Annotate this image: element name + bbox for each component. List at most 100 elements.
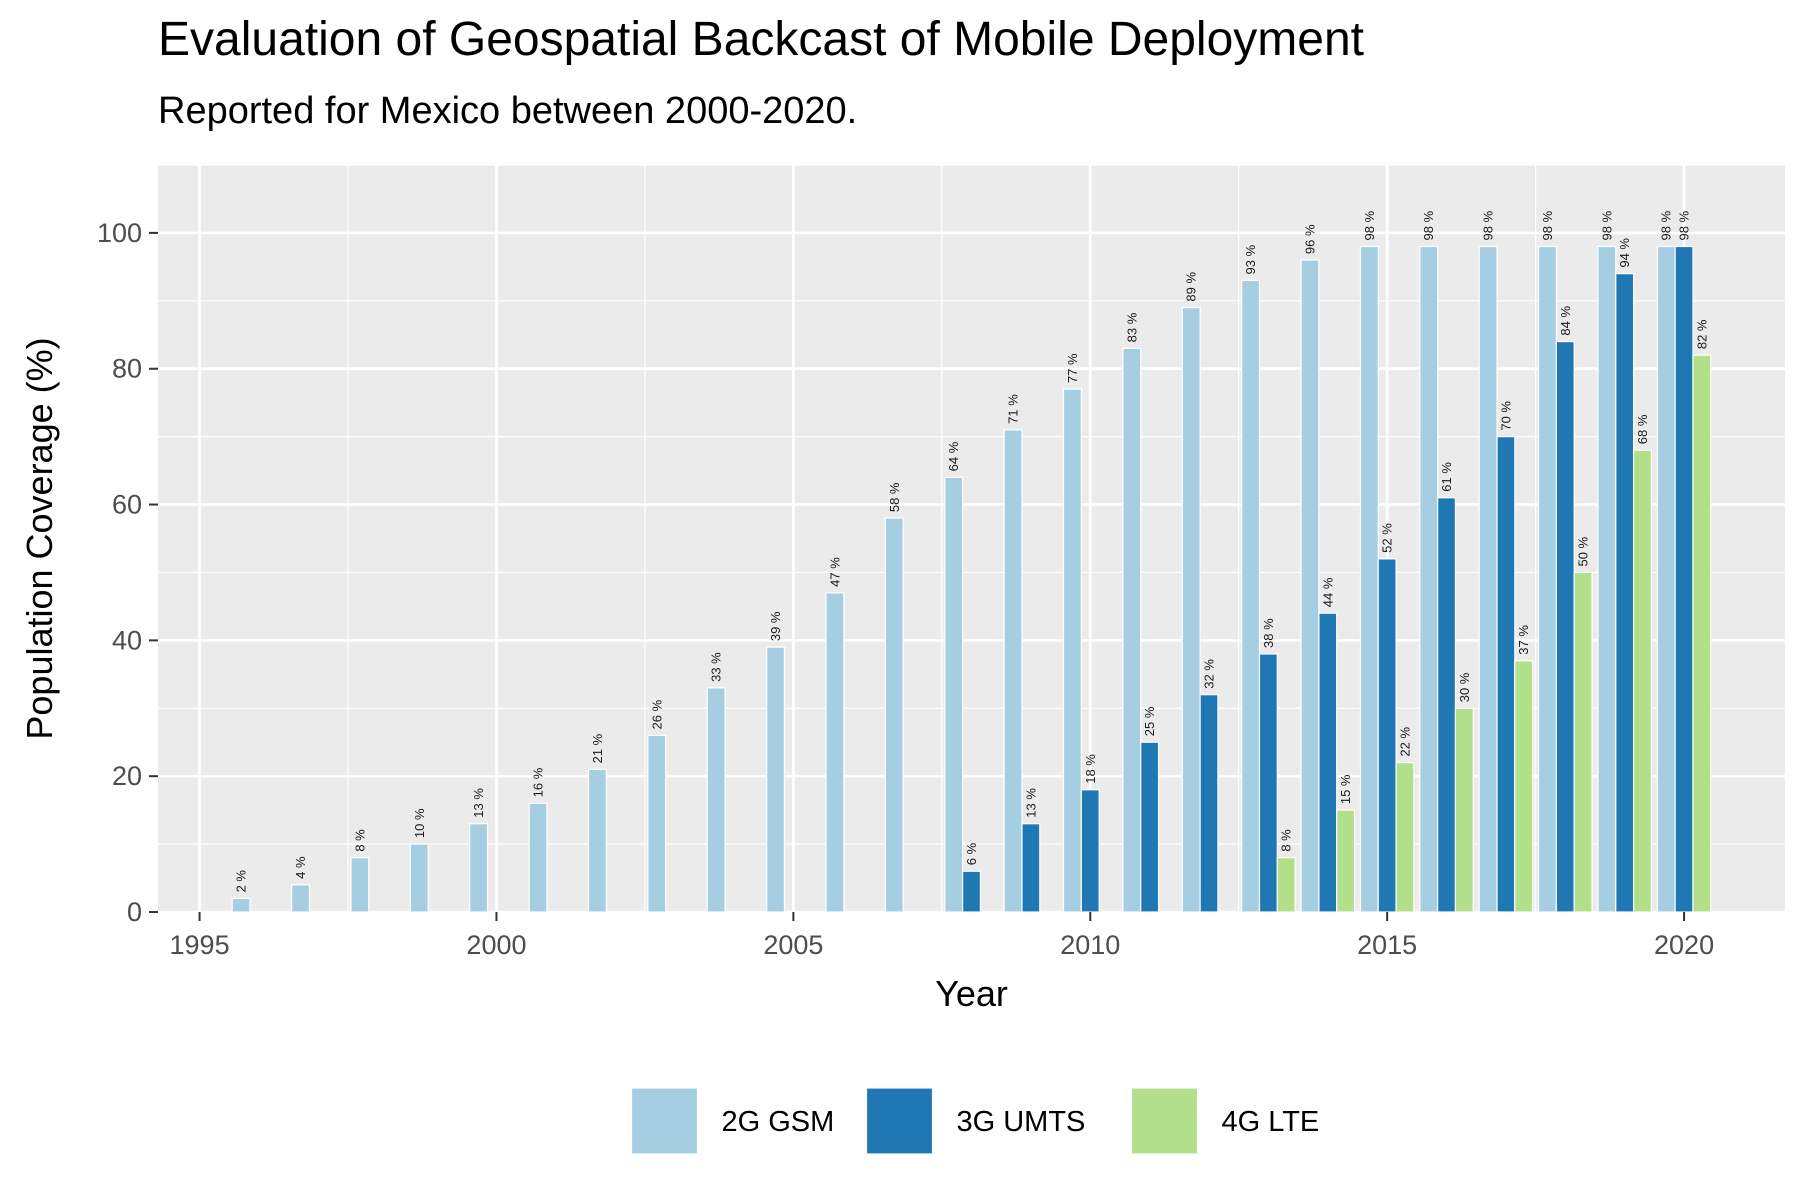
x-tick-label: 2010 xyxy=(1060,930,1120,960)
bar-label-3g-umts-2009: 13 % xyxy=(1023,788,1038,818)
bar-label-3g-umts-2020: 98 % xyxy=(1677,210,1692,240)
bar-2g-gsm-2012 xyxy=(1181,307,1201,913)
bar-2g-gsm-2002 xyxy=(587,768,607,913)
bar-label-3g-umts-2017: 70 % xyxy=(1498,401,1513,431)
y-tick-label: 20 xyxy=(112,761,142,791)
bar-2g-gsm-1996 xyxy=(231,897,251,913)
bar-label-2g-gsm-1999: 10 % xyxy=(412,808,427,838)
bar-label-2g-gsm-2007: 58 % xyxy=(887,482,902,512)
bar-3g-umts-2010 xyxy=(1080,789,1100,913)
bar-2g-gsm-2005 xyxy=(766,646,786,913)
bar-2g-gsm-2003 xyxy=(647,734,667,913)
y-axis-title: Population Coverage (%) xyxy=(19,337,60,739)
bar-label-2g-gsm-2011: 83 % xyxy=(1124,312,1139,342)
bar-2g-gsm-2019 xyxy=(1597,245,1617,913)
bar-label-3g-umts-2008: 6 % xyxy=(964,842,979,865)
bar-label-3g-umts-2013: 38 % xyxy=(1261,618,1276,648)
bar-label-2g-gsm-1996: 2 % xyxy=(234,870,249,893)
bar-label-4g-lte-2016: 30 % xyxy=(1457,672,1472,702)
bar-3g-umts-2018 xyxy=(1555,340,1575,913)
bar-label-2g-gsm-2002: 21 % xyxy=(590,733,605,763)
bar-3g-umts-2011 xyxy=(1140,741,1160,913)
legend-key-3g-umts xyxy=(865,1087,934,1155)
bar-2g-gsm-2020 xyxy=(1656,245,1676,913)
legend-key-2g-gsm xyxy=(630,1087,699,1155)
bar-label-2g-gsm-2004: 33 % xyxy=(709,652,724,682)
bar-2g-gsm-2010 xyxy=(1062,388,1082,913)
y-tick-label: 80 xyxy=(112,354,142,384)
bar-label-3g-umts-2012: 32 % xyxy=(1202,659,1217,689)
bar-label-2g-gsm-2013: 93 % xyxy=(1243,244,1258,274)
bar-2g-gsm-2001 xyxy=(528,802,548,913)
bar-2g-gsm-2015 xyxy=(1359,245,1379,913)
bar-2g-gsm-2017 xyxy=(1478,245,1498,913)
bar-label-2g-gsm-2006: 47 % xyxy=(827,557,842,587)
bar-2g-gsm-2006 xyxy=(825,592,845,913)
bar-label-2g-gsm-2005: 39 % xyxy=(768,611,783,641)
bar-2g-gsm-1999 xyxy=(409,843,429,913)
bar-label-3g-umts-2016: 61 % xyxy=(1439,462,1454,492)
legend-label-4g-lte: 4G LTE xyxy=(1222,1106,1320,1138)
bar-2g-gsm-2014 xyxy=(1300,259,1320,913)
bar-3g-umts-2008 xyxy=(961,870,982,913)
bar-4g-lte-2015 xyxy=(1395,761,1415,913)
legend-key-4g-lte xyxy=(1130,1087,1199,1155)
bar-2g-gsm-2011 xyxy=(1122,347,1142,913)
legend-label-2g-gsm: 2G GSM xyxy=(722,1106,835,1138)
bar-2g-gsm-2004 xyxy=(706,687,726,913)
bar-4g-lte-2013 xyxy=(1276,857,1296,913)
bar-3g-umts-2020 xyxy=(1674,245,1694,913)
bar-2g-gsm-2018 xyxy=(1537,245,1557,913)
bar-3g-umts-2017 xyxy=(1496,436,1516,913)
bar-2g-gsm-2016 xyxy=(1419,245,1439,913)
bar-label-2g-gsm-1997: 4 % xyxy=(293,856,308,879)
y-tick-label: 60 xyxy=(112,490,142,520)
bar-label-4g-lte-2019: 68 % xyxy=(1635,414,1650,444)
bar-3g-umts-2016 xyxy=(1437,497,1457,913)
bar-4g-lte-2017 xyxy=(1514,660,1534,913)
bar-label-2g-gsm-2008: 64 % xyxy=(946,441,961,471)
bar-label-3g-umts-2015: 52 % xyxy=(1380,523,1395,553)
bar-2g-gsm-2007 xyxy=(884,517,904,913)
x-tick-label: 2015 xyxy=(1357,930,1417,960)
bar-label-2g-gsm-2018: 98 % xyxy=(1540,210,1555,240)
bar-label-2g-gsm-2019: 98 % xyxy=(1599,210,1614,240)
bar-4g-lte-2018 xyxy=(1573,571,1593,913)
bar-label-2g-gsm-2009: 71 % xyxy=(1006,394,1021,424)
bar-label-4g-lte-2014: 15 % xyxy=(1338,774,1353,804)
bar-label-3g-umts-2018: 84 % xyxy=(1558,305,1573,335)
bar-label-2g-gsm-2017: 98 % xyxy=(1481,210,1496,240)
chart-title: Evaluation of Geospatial Backcast of Mob… xyxy=(158,13,1364,66)
bar-label-2g-gsm-2020: 98 % xyxy=(1659,210,1674,240)
bar-label-2g-gsm-2012: 89 % xyxy=(1184,272,1199,302)
bar-4g-lte-2020 xyxy=(1692,354,1712,913)
bar-2g-gsm-2009 xyxy=(1003,429,1023,913)
bar-label-4g-lte-2018: 50 % xyxy=(1576,536,1591,566)
x-tick-label: 2000 xyxy=(466,930,526,960)
bar-3g-umts-2014 xyxy=(1318,612,1338,913)
bar-label-2g-gsm-2001: 16 % xyxy=(531,767,546,797)
bar-label-3g-umts-2011: 25 % xyxy=(1142,706,1157,736)
y-tick-label: 40 xyxy=(112,625,142,655)
bar-2g-gsm-2013 xyxy=(1241,279,1261,913)
bar-label-2g-gsm-2015: 98 % xyxy=(1362,210,1377,240)
y-tick-label: 0 xyxy=(127,897,142,927)
bar-label-2g-gsm-2003: 26 % xyxy=(649,699,664,729)
bar-4g-lte-2019 xyxy=(1632,449,1652,913)
bar-label-2g-gsm-2010: 77 % xyxy=(1065,353,1080,383)
bar-2g-gsm-1997 xyxy=(291,884,311,913)
bar-3g-umts-2012 xyxy=(1199,694,1219,913)
bar-3g-umts-2019 xyxy=(1615,273,1635,913)
bar-label-4g-lte-2020: 82 % xyxy=(1694,319,1709,349)
x-tick-label: 2005 xyxy=(763,930,823,960)
bar-label-2g-gsm-2000: 13 % xyxy=(471,788,486,818)
bar-label-4g-lte-2013: 8 % xyxy=(1279,829,1294,852)
bar-label-4g-lte-2015: 22 % xyxy=(1397,727,1412,757)
bar-label-3g-umts-2014: 44 % xyxy=(1320,577,1335,607)
bar-3g-umts-2015 xyxy=(1377,558,1397,913)
bar-label-3g-umts-2010: 18 % xyxy=(1083,754,1098,784)
bar-2g-gsm-2000 xyxy=(469,823,489,913)
bar-label-4g-lte-2017: 37 % xyxy=(1516,625,1531,655)
